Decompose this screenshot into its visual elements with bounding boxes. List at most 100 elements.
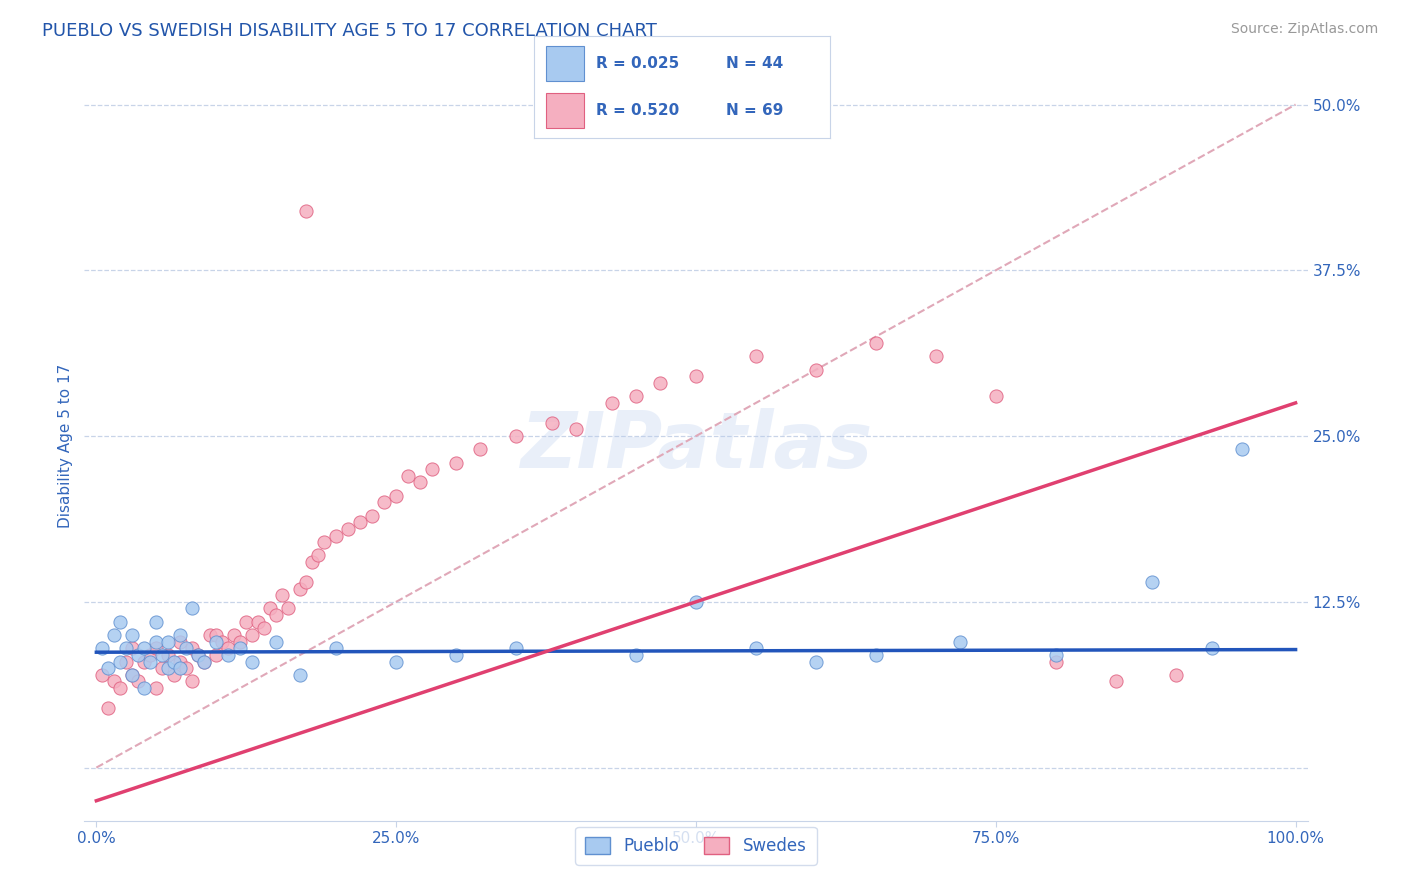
Point	[127, 674, 149, 689]
Point	[121, 641, 143, 656]
Point	[865, 336, 887, 351]
Point	[745, 641, 768, 656]
Point	[314, 535, 336, 549]
Text: R = 0.025: R = 0.025	[596, 56, 679, 70]
Point	[984, 389, 1007, 403]
Point	[205, 628, 228, 642]
Y-axis label: Disability Age 5 to 17: Disability Age 5 to 17	[58, 364, 73, 528]
Point	[290, 667, 312, 681]
Point	[325, 528, 347, 542]
Point	[205, 648, 228, 662]
Point	[134, 681, 156, 695]
Point	[264, 634, 287, 648]
Point	[1045, 655, 1067, 669]
Point	[444, 456, 467, 470]
Point	[97, 701, 120, 715]
Point	[217, 648, 239, 662]
Point	[174, 661, 197, 675]
Point	[200, 628, 222, 642]
Point	[110, 615, 132, 629]
Point	[361, 508, 384, 523]
Point	[247, 615, 270, 629]
Point	[139, 655, 162, 669]
Point	[139, 648, 162, 662]
Point	[145, 634, 167, 648]
Point	[409, 475, 432, 490]
Point	[187, 648, 209, 662]
Point	[600, 396, 623, 410]
Point	[91, 667, 114, 681]
Point	[259, 601, 281, 615]
Point	[229, 634, 252, 648]
Point	[174, 641, 197, 656]
Point	[169, 661, 191, 675]
Point	[103, 674, 125, 689]
Point	[181, 601, 204, 615]
Point	[211, 634, 233, 648]
Point	[373, 495, 395, 509]
Point	[121, 667, 143, 681]
Point	[91, 641, 114, 656]
Point	[337, 522, 360, 536]
Point	[1105, 674, 1128, 689]
Point	[169, 628, 191, 642]
Point	[127, 648, 149, 662]
Point	[150, 661, 173, 675]
Point	[187, 648, 209, 662]
Text: N = 44: N = 44	[725, 56, 783, 70]
Point	[1164, 667, 1187, 681]
Point	[240, 655, 263, 669]
Point	[110, 681, 132, 695]
Point	[865, 648, 887, 662]
Point	[181, 641, 204, 656]
Legend: Pueblo, Swedes: Pueblo, Swedes	[575, 827, 817, 864]
Point	[145, 641, 167, 656]
Point	[163, 667, 186, 681]
Point	[157, 634, 180, 648]
Point	[277, 601, 299, 615]
Point	[1045, 648, 1067, 662]
Text: N = 69: N = 69	[725, 103, 783, 118]
Point	[181, 674, 204, 689]
Point	[420, 462, 443, 476]
Point	[685, 369, 707, 384]
Point	[103, 628, 125, 642]
Point	[115, 655, 138, 669]
Point	[385, 655, 408, 669]
Point	[505, 429, 527, 443]
Text: Source: ZipAtlas.com: Source: ZipAtlas.com	[1230, 22, 1378, 37]
Point	[949, 634, 972, 648]
Point	[385, 489, 408, 503]
Point	[648, 376, 671, 390]
Point	[157, 661, 180, 675]
Text: PUEBLO VS SWEDISH DISABILITY AGE 5 TO 17 CORRELATION CHART: PUEBLO VS SWEDISH DISABILITY AGE 5 TO 17…	[42, 22, 657, 40]
Point	[1201, 641, 1223, 656]
Point	[134, 641, 156, 656]
Point	[253, 621, 276, 635]
Point	[624, 389, 647, 403]
Point	[325, 641, 347, 656]
Point	[169, 634, 191, 648]
Point	[150, 648, 173, 662]
Point	[205, 634, 228, 648]
Point	[163, 655, 186, 669]
Point	[301, 555, 323, 569]
Point	[685, 595, 707, 609]
Point	[271, 588, 294, 602]
Point	[290, 582, 312, 596]
Text: ZIPatlas: ZIPatlas	[520, 408, 872, 484]
Point	[134, 655, 156, 669]
FancyBboxPatch shape	[546, 93, 585, 128]
Point	[145, 615, 167, 629]
Point	[193, 655, 215, 669]
Point	[264, 608, 287, 623]
Point	[505, 641, 527, 656]
Point	[224, 628, 246, 642]
Point	[804, 655, 827, 669]
FancyBboxPatch shape	[546, 46, 585, 81]
Point	[541, 416, 564, 430]
Point	[121, 628, 143, 642]
Point	[229, 641, 252, 656]
Point	[307, 549, 329, 563]
Point	[217, 641, 239, 656]
